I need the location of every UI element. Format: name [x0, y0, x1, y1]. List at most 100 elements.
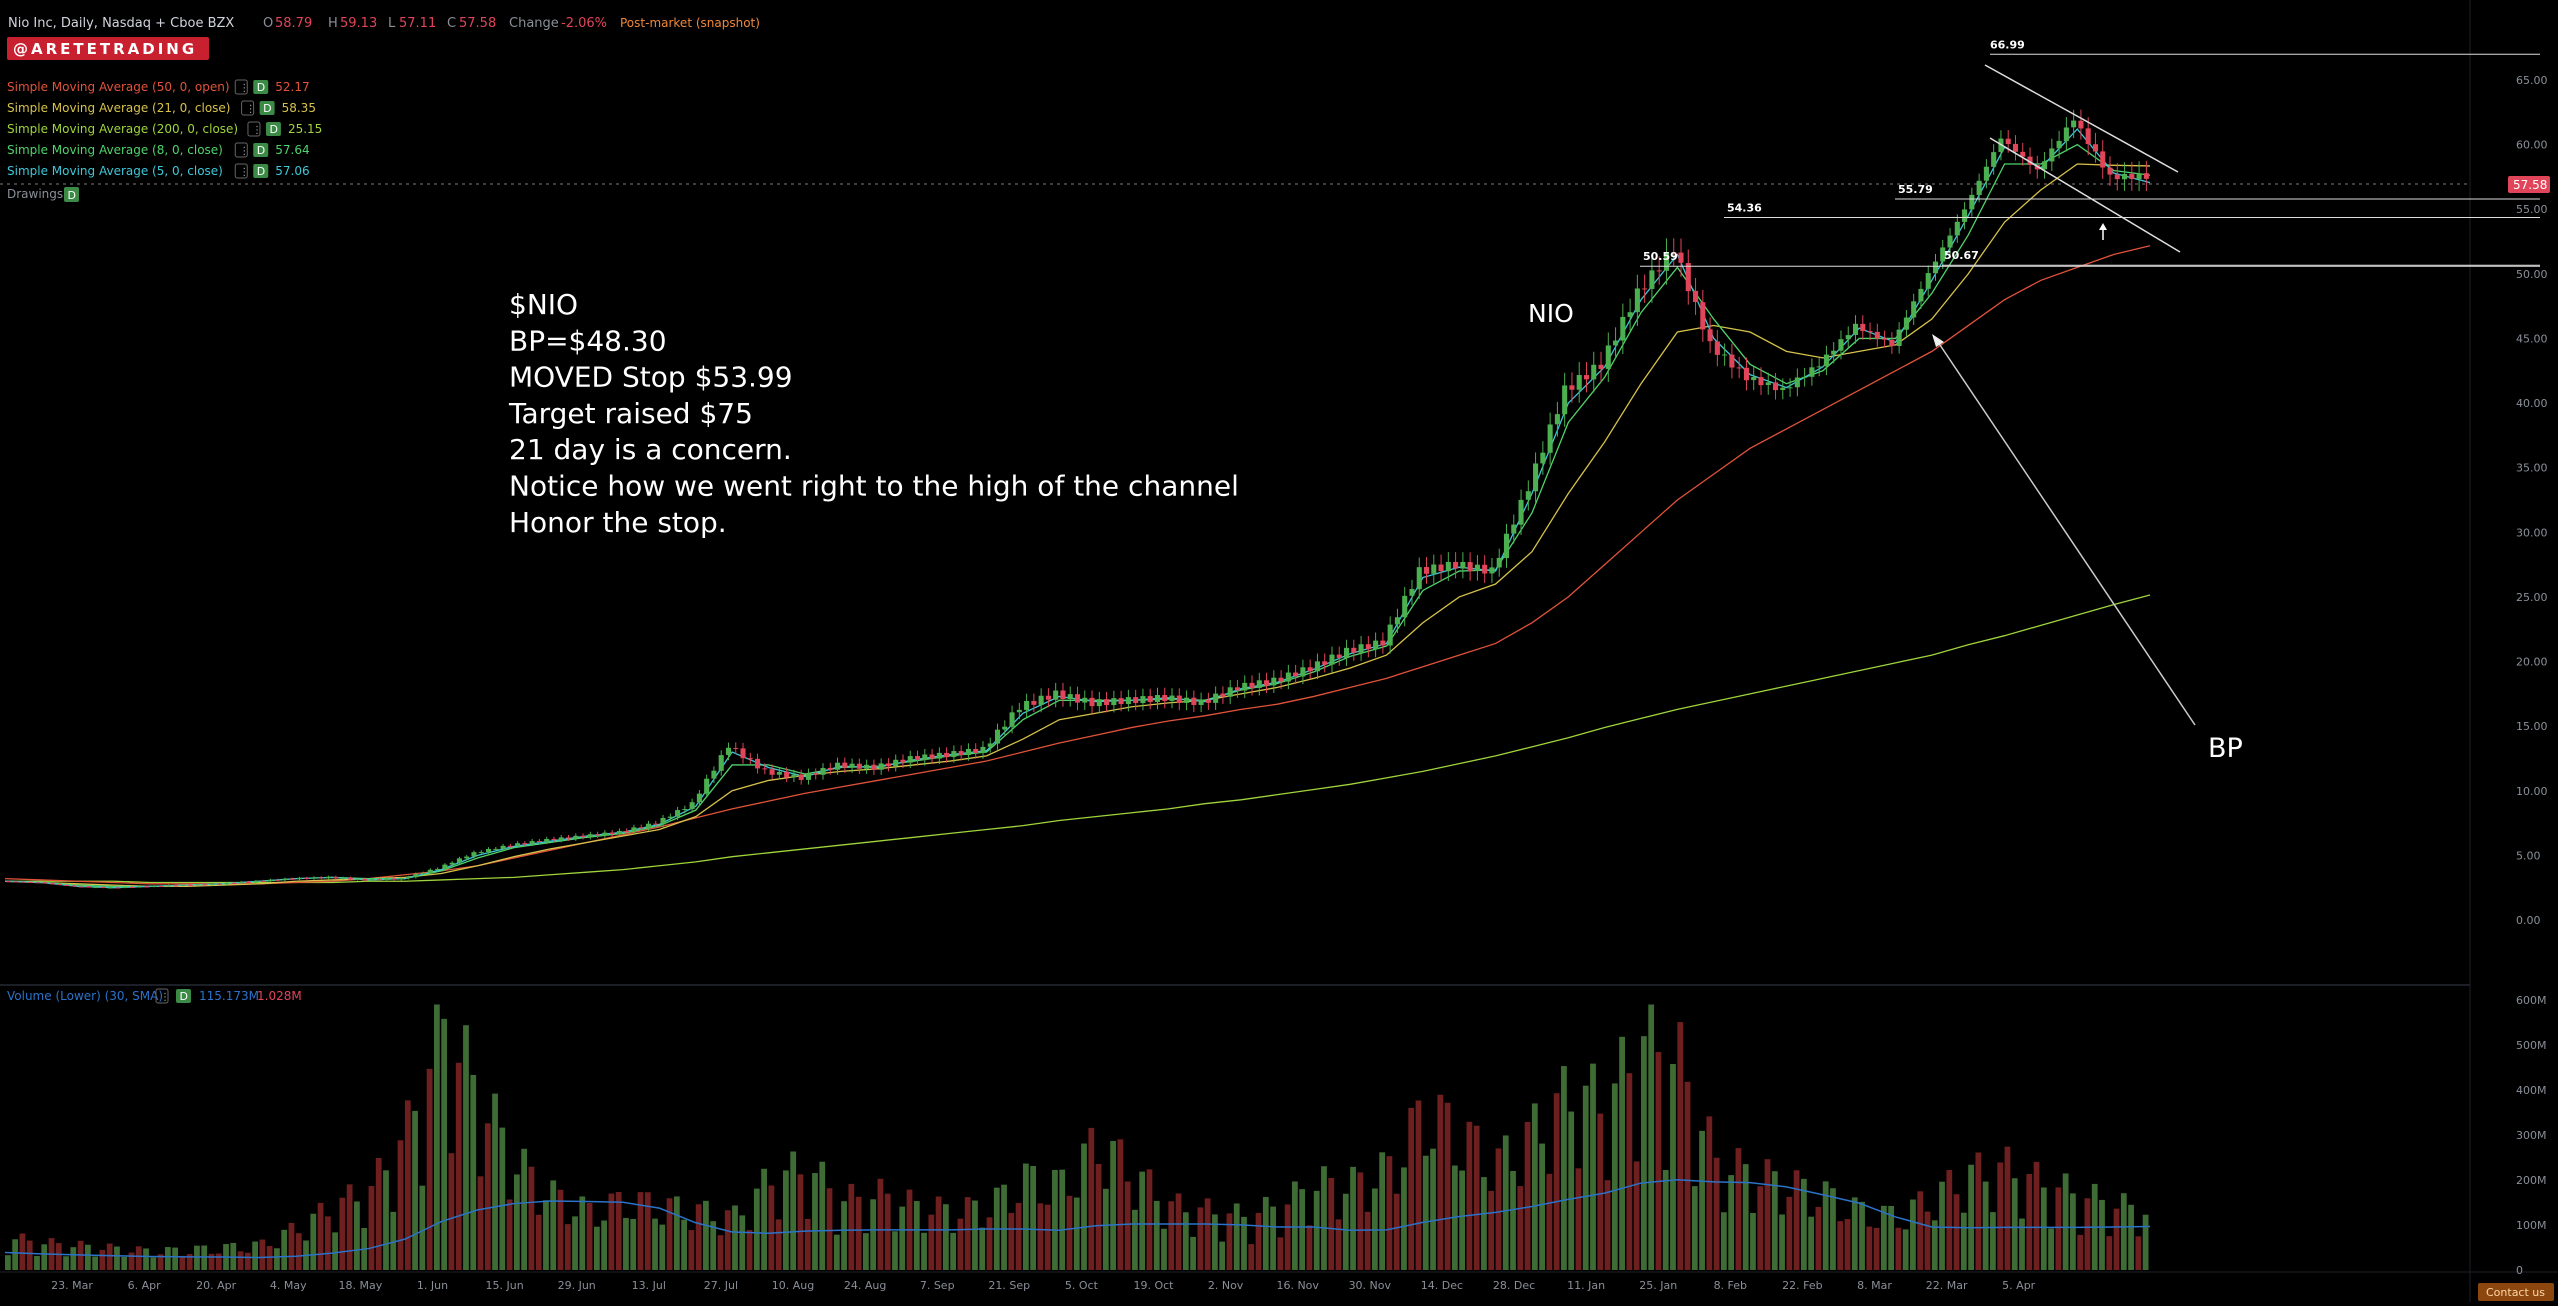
- volume-bar: [1328, 1178, 1335, 1270]
- indicator-badge[interactable]: [265, 122, 281, 136]
- volume-bar: [797, 1174, 804, 1270]
- volume-menu-icon[interactable]: [155, 988, 169, 1004]
- indicator-badge[interactable]: [253, 164, 269, 178]
- volume-bar: [1626, 1073, 1633, 1270]
- header: Nio Inc, Daily, Nasdaq + Cboe BZX O 58.7…: [8, 16, 760, 31]
- volume-bar: [1691, 1186, 1698, 1270]
- candle-body: [871, 764, 877, 770]
- candle-body: [1954, 221, 1960, 236]
- symbol-line: Nio Inc, Daily, Nasdaq + Cboe BZX: [8, 16, 234, 31]
- indicator-menu-icon[interactable]: [234, 142, 248, 158]
- candle-body: [2085, 128, 2091, 145]
- candle-body: [35, 882, 41, 884]
- candle-body: [166, 885, 172, 887]
- candle-body: [980, 746, 986, 753]
- volume-bar: [528, 1166, 535, 1270]
- indicator-badge[interactable]: [253, 143, 269, 157]
- candle-body: [304, 877, 310, 879]
- volume-bar: [1386, 1156, 1393, 1270]
- indicator-badge-letter: D: [257, 81, 265, 94]
- volume-bar: [1597, 1113, 1604, 1270]
- volume-bar: [1873, 1227, 1880, 1270]
- volume-bar: [1081, 1143, 1087, 1270]
- candle-body: [1322, 661, 1328, 665]
- contact-button[interactable]: [2478, 1283, 2554, 1301]
- candle-body: [551, 838, 557, 841]
- date-tick-label: 23. Mar: [51, 1279, 93, 1292]
- candle-body: [493, 848, 499, 850]
- drawings-badge[interactable]: [64, 187, 79, 202]
- candle-body: [2129, 173, 2135, 179]
- candle-body: [973, 748, 979, 753]
- indicator-badge[interactable]: [259, 101, 275, 115]
- volume-bar: [99, 1249, 106, 1270]
- candle-body: [1453, 561, 1459, 569]
- volume-bar: [921, 1232, 927, 1270]
- volume-axis: 600M 500M 400M 300M 200M 100M 0: [2516, 994, 2547, 1277]
- volume-bar: [1851, 1197, 1858, 1270]
- volume-bar: [913, 1201, 920, 1270]
- last-price-tag: [2508, 176, 2550, 193]
- volume-bar: [1699, 1130, 1705, 1270]
- indicator-menu-glyph: ⋮: [252, 125, 262, 136]
- volume-bar: [1633, 1161, 1640, 1270]
- volume-bar: [1408, 1107, 1415, 1270]
- volume-bar: [1866, 1226, 1873, 1270]
- volume-bar: [564, 1224, 571, 1270]
- annotation-line: Target raised $75: [508, 397, 753, 430]
- candle-body: [507, 845, 513, 847]
- candle-body: [529, 841, 535, 844]
- volume-bar: [186, 1254, 193, 1270]
- volume-bar: [55, 1243, 62, 1270]
- volume-bar: [1393, 1193, 1400, 1270]
- candle-body: [784, 771, 790, 778]
- date-tick-label: 5. Apr: [2002, 1279, 2035, 1292]
- candle-body: [442, 864, 448, 869]
- candle-body: [1802, 376, 1808, 378]
- volume-bar: [143, 1248, 149, 1270]
- high-label: H: [328, 16, 338, 31]
- candle-body: [914, 756, 921, 761]
- candle-body: [805, 773, 812, 780]
- volume-sma-line: [4, 1178, 2151, 1259]
- volume-bar: [397, 1140, 404, 1270]
- volume-bar: [1161, 1228, 1167, 1270]
- candle-body: [1874, 331, 1880, 339]
- candle-body: [1525, 491, 1531, 500]
- volume-bar: [1641, 1036, 1647, 1270]
- candle-body: [1787, 387, 1793, 389]
- volume-bar: [1611, 1083, 1618, 1270]
- candle-body: [347, 877, 353, 880]
- volume-bar: [1168, 1201, 1175, 1270]
- volume-tick-label: 100M: [2516, 1219, 2547, 1232]
- candle-body: [565, 837, 572, 839]
- price-tick-label: 5.00: [2516, 849, 2541, 862]
- candle-body: [769, 769, 775, 775]
- candle-body: [558, 837, 564, 841]
- indicator-menu-icon[interactable]: [241, 100, 255, 116]
- candle-body: [1402, 595, 1408, 618]
- candle-body: [2020, 151, 2026, 157]
- volume-bar: [92, 1256, 99, 1270]
- volume-bar: [688, 1230, 695, 1270]
- volume-bar: [1044, 1204, 1051, 1270]
- level-label: 55.79: [1898, 183, 1933, 196]
- candle-body: [2107, 167, 2113, 175]
- candle-body: [1227, 687, 1233, 697]
- indicator-menu-icon[interactable]: [234, 79, 248, 95]
- candle-body: [1242, 682, 1248, 691]
- indicator-menu-icon[interactable]: [247, 121, 261, 137]
- volume-bar: [1670, 1064, 1676, 1270]
- volume-bar: [1859, 1201, 1865, 1270]
- nio-label: NIO: [1528, 299, 1574, 328]
- volume-tick-label: 500M: [2516, 1039, 2547, 1052]
- volume-bar: [884, 1193, 891, 1270]
- volume-bar: [1735, 1148, 1742, 1270]
- volume-bar: [1335, 1219, 1342, 1270]
- indicator-badge[interactable]: [253, 80, 269, 94]
- volume-bar: [877, 1178, 884, 1270]
- volume-bar: [1342, 1193, 1349, 1270]
- volume-badge[interactable]: [176, 989, 191, 1003]
- candle-body: [711, 770, 717, 779]
- indicator-menu-icon[interactable]: [234, 163, 248, 179]
